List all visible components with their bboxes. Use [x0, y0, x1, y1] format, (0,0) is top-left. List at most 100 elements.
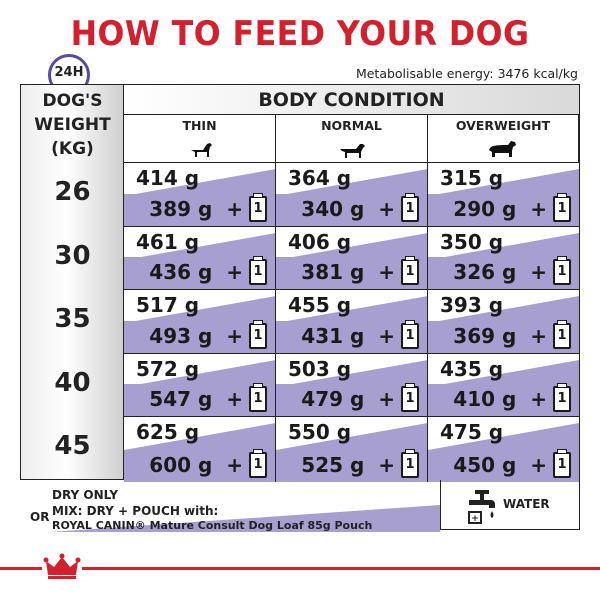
column-label: NORMAL: [321, 118, 382, 133]
mix-amount-text: 326 g +: [453, 260, 547, 284]
pouch-icon: 1: [401, 192, 419, 222]
mix-amount: 436 g +1: [149, 256, 267, 285]
pouch-icon: 1: [401, 383, 419, 412]
weight-header-line: (KG): [51, 139, 94, 159]
water-legend: + WATER: [440, 480, 580, 530]
mix-wedge: [428, 423, 579, 450]
feeding-table: DOG'S WEIGHT (KG) BODY CONDITION THIN NOR…: [20, 84, 580, 482]
pouch-icon: 1: [401, 448, 419, 478]
energy-label: Metabolisable energy: 3476 kcal/kg: [355, 66, 578, 81]
body-condition-header: BODY CONDITION: [124, 85, 579, 115]
mix-amount: 450 g +1: [453, 448, 571, 478]
mix-wedge: [124, 232, 275, 260]
feeding-cell: 414 g 389 g +1: [124, 163, 276, 227]
feeding-cell: 503 g 479 g +1: [276, 353, 428, 417]
dry-amount: 455 g: [288, 293, 352, 317]
weight-value: 40: [54, 367, 91, 398]
pouch-icon: 1: [401, 256, 419, 285]
column-header-thin: THIN: [124, 115, 276, 163]
pouch-product-label: ROYAL CANIN® Mature Consult Dog Loaf 85g…: [52, 519, 373, 532]
mix-wedge: [428, 296, 579, 323]
mix-wedge: [124, 423, 275, 450]
feeding-cell: 435 g 410 g +1: [428, 354, 579, 417]
dry-amount: 364 g: [288, 166, 352, 190]
mix-amount-text: 381 g +: [301, 260, 395, 284]
mix-amount-text: 525 g +: [301, 452, 395, 477]
mix-amount-text: 493 g +: [149, 323, 243, 348]
feeding-cell: 461 g 436 g +1: [124, 226, 276, 290]
pouch-icon: 1: [553, 319, 571, 349]
mix-wedge: [276, 232, 427, 260]
column-label: OVERWEIGHT: [455, 118, 551, 133]
mix-amount: 493 g +1: [149, 319, 267, 349]
mix-wedge: [428, 169, 579, 196]
weight-value: 35: [54, 304, 91, 334]
feeding-cell: 350 g 326 g +1: [428, 227, 579, 290]
mix-amount: 547 g +1: [149, 383, 267, 412]
mix-amount: 525 g +1: [301, 448, 419, 478]
dry-amount: 461 g: [136, 229, 200, 254]
feeding-cell: 315 g 290 g +1: [428, 163, 579, 227]
pouch-icon: 1: [553, 448, 571, 478]
mix-wedge: [276, 296, 427, 323]
mix-amount-text: 450 g +: [453, 452, 547, 477]
feeding-cell: 625 g 600 g +1: [124, 417, 276, 482]
dry-only-label: DRY ONLY: [52, 488, 119, 502]
mix-amount: 389 g +1: [149, 192, 267, 222]
dry-amount: 393 g: [440, 293, 504, 317]
mix-amount-text: 436 g +: [149, 260, 243, 284]
royal-canin-crown-icon: [42, 549, 82, 583]
footer-red-line: [0, 567, 600, 570]
dry-amount: 350 g: [440, 229, 504, 254]
dog-overweight-icon: [489, 141, 516, 157]
dry-amount: 625 g: [136, 420, 200, 444]
mix-wedge: [428, 359, 579, 387]
mix-wedge: [276, 359, 427, 387]
dry-amount: 475 g: [440, 420, 504, 444]
water-label: WATER: [503, 497, 550, 511]
dry-amount: 517 g: [136, 293, 200, 317]
pouch-icon: 1: [249, 319, 267, 349]
column-header-overweight: OVERWEIGHT: [428, 115, 579, 163]
pouch-icon: 1: [553, 256, 571, 285]
mix-amount: 479 g +1: [301, 383, 419, 412]
feeding-cell: 517 g 493 g +1: [124, 290, 276, 354]
weight-header-line: DOG'S: [42, 91, 103, 111]
page-title: HOW TO FEED YOUR DOG: [70, 14, 530, 54]
legend: DRY ONLY OR MIX: DRY + POUCH with: ROYAL…: [0, 480, 600, 540]
pouch-icon: 1: [249, 192, 267, 222]
dry-amount: 315 g: [440, 166, 504, 190]
mix-amount: 431 g +1: [301, 319, 419, 349]
dog-normal-icon: [339, 144, 365, 158]
mix-amount-text: 410 g +: [453, 387, 547, 411]
feeding-cell: 406 g 381 g +1: [276, 226, 428, 290]
weight-header: DOG'S WEIGHT (KG): [21, 89, 124, 161]
dry-amount: 406 g: [288, 229, 352, 254]
mix-amount-text: 369 g +: [453, 323, 547, 348]
feeding-cell: 364 g 340 g +1: [276, 163, 428, 227]
mix-wedge: [124, 359, 275, 387]
mix-amount-text: 479 g +: [301, 387, 395, 411]
pouch-icon: 1: [401, 319, 419, 349]
mix-amount: 326 g +1: [453, 256, 571, 285]
mix-amount: 410 g +1: [453, 383, 571, 412]
column-label: THIN: [182, 118, 217, 133]
weight-value: 26: [54, 177, 91, 207]
pouch-icon: 1: [249, 383, 267, 412]
dry-amount: 414 g: [136, 166, 200, 190]
feeding-cell: 455 g 431 g +1: [276, 290, 428, 354]
feeding-cell: 393 g 369 g +1: [428, 290, 579, 354]
mix-amount-text: 389 g +: [149, 196, 243, 221]
mix-wedge: [124, 296, 275, 323]
weight-column: DOG'S WEIGHT (KG): [21, 85, 124, 479]
feeding-cell: 572 g 547 g +1: [124, 353, 276, 417]
column-header-normal: NORMAL: [276, 115, 428, 163]
svg-text:+: +: [471, 514, 479, 524]
mix-amount: 381 g +1: [301, 256, 419, 285]
mix-amount-text: 600 g +: [149, 452, 243, 477]
mix-wedge: [276, 423, 427, 450]
feeding-cell: 550 g 525 g +1: [276, 417, 428, 482]
pouch-icon: 1: [249, 256, 267, 285]
mix-amount: 290 g +1: [453, 192, 571, 222]
mix-wedge: [276, 169, 427, 196]
